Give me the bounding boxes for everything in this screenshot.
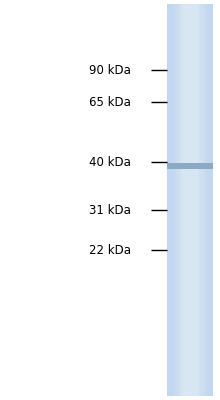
- Text: 40 kDa: 40 kDa: [89, 156, 131, 168]
- Bar: [172, 4, 208, 396]
- Bar: [177, 4, 204, 396]
- Bar: [179, 4, 202, 396]
- Bar: [168, 4, 212, 396]
- Bar: [178, 4, 203, 396]
- Text: 90 kDa: 90 kDa: [89, 64, 131, 76]
- Bar: [167, 4, 213, 396]
- Text: 65 kDa: 65 kDa: [89, 96, 131, 108]
- Bar: [181, 4, 199, 396]
- Bar: [172, 4, 209, 396]
- Bar: [169, 4, 211, 396]
- Bar: [180, 4, 200, 396]
- Bar: [174, 4, 207, 396]
- Bar: [176, 4, 205, 396]
- Text: 22 kDa: 22 kDa: [89, 244, 131, 256]
- Bar: [175, 4, 206, 396]
- Bar: [182, 4, 198, 396]
- Bar: [167, 163, 213, 169]
- Text: 31 kDa: 31 kDa: [89, 204, 131, 216]
- Bar: [170, 4, 210, 396]
- Bar: [167, 4, 213, 396]
